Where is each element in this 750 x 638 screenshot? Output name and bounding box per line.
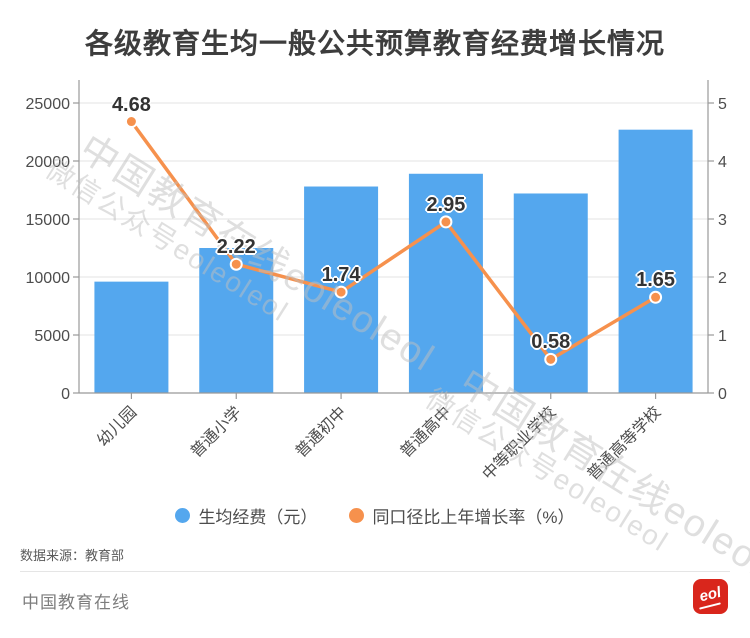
y-axis-left-tick-label: 5000 bbox=[34, 328, 70, 345]
x-axis-label: 普通高中 bbox=[397, 403, 455, 461]
line-point bbox=[229, 257, 243, 271]
y-axis-right-tick-label: 1 bbox=[718, 328, 727, 345]
y-axis-left-tick-label: 25000 bbox=[26, 96, 71, 113]
line-point bbox=[439, 215, 453, 229]
y-axis-left-tick-label: 20000 bbox=[26, 154, 71, 171]
line-point bbox=[124, 115, 138, 129]
y-axis-left-tick-label: 0 bbox=[61, 386, 70, 403]
legend-item-line-series[interactable]: 同口径比上年增长率（%） bbox=[349, 503, 575, 528]
brand-name: 中国教育在线 bbox=[22, 593, 130, 612]
y-axis-left-tick-label: 10000 bbox=[26, 270, 71, 287]
x-axis-label: 普通小学 bbox=[187, 403, 245, 461]
bar-普通高中 bbox=[408, 173, 483, 393]
chart-title: 各级教育生均一般公共预算教育经费增长情况 bbox=[84, 28, 665, 59]
footer-divider bbox=[20, 571, 730, 572]
legend-label-bar: 生均经费（元） bbox=[198, 508, 318, 527]
legend: 生均经费（元） 同口径比上年增长率（%） bbox=[0, 503, 750, 528]
y-axis-right-tick-label: 3 bbox=[718, 212, 727, 229]
y-axis-right-tick-label: 4 bbox=[718, 154, 727, 171]
y-axis-right-tick-label: 0 bbox=[718, 386, 727, 403]
x-axis-label: 幼儿园 bbox=[94, 403, 141, 450]
line-point bbox=[334, 285, 348, 299]
y-axis-left-tick-label: 15000 bbox=[26, 212, 71, 229]
x-axis-label: 中等职业学校 bbox=[479, 403, 560, 484]
y-axis-right-tick-label: 5 bbox=[718, 96, 727, 113]
x-axis-label: 普通初中 bbox=[292, 403, 350, 461]
legend-item-bar-series[interactable]: 生均经费（元） bbox=[175, 503, 317, 528]
legend-dot-bar bbox=[175, 508, 191, 523]
eol-logo: eol bbox=[693, 579, 728, 614]
line-point bbox=[649, 290, 663, 304]
bar-幼儿园 bbox=[94, 281, 169, 393]
legend-dot-line bbox=[349, 508, 365, 523]
legend-label-line: 同口径比上年增长率（%） bbox=[372, 508, 575, 527]
growth-line bbox=[129, 119, 658, 362]
line-point bbox=[544, 352, 558, 366]
x-axis-label: 普通高等学校 bbox=[584, 403, 665, 484]
data-source-note: 数据来源：教育部 bbox=[20, 548, 125, 563]
bar-普通高等学校 bbox=[618, 129, 693, 393]
y-axis-right-tick-label: 2 bbox=[718, 270, 727, 287]
